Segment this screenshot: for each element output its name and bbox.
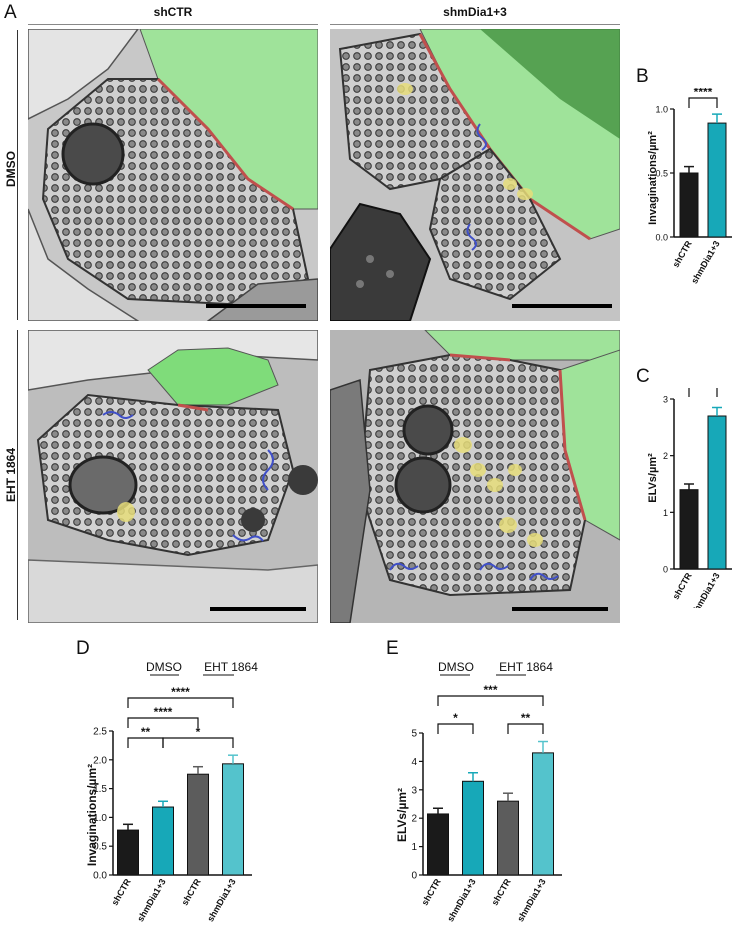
chart-e-category-label: shCTR bbox=[420, 877, 443, 908]
chart-c-ytick-label: 0 bbox=[663, 565, 668, 575]
chart-e-significance-bracket bbox=[507, 723, 544, 734]
chart-b-bar bbox=[707, 122, 727, 238]
row-label-eht: EHT 1864 bbox=[4, 447, 18, 503]
chart-d: DMSO EHT 1864 Invaginations/µm² 0.0 0.5 1.… bbox=[85, 660, 258, 923]
chart-e-bar bbox=[532, 752, 554, 876]
chart-b-ytick-label: 0.0 bbox=[655, 233, 668, 243]
em-image-dmso-shctr bbox=[28, 29, 318, 321]
chart-e-ytick-label: 0 bbox=[411, 871, 417, 882]
chart-c-bar bbox=[679, 489, 699, 570]
panel-letter-a: A bbox=[4, 2, 17, 23]
em-image-eht-shctr bbox=[28, 330, 318, 623]
chart-b-bar bbox=[679, 172, 699, 238]
chart-b-significance-label: **** bbox=[694, 88, 713, 99]
chart-c-significance-bracket bbox=[688, 388, 718, 397]
chart-b-category-label: shCTR bbox=[671, 239, 694, 270]
column-header-shctr: shCTR bbox=[153, 5, 193, 19]
chart-d-category-label: shmDia1+3 bbox=[135, 877, 168, 923]
chart-d-significance-bracket bbox=[127, 697, 234, 708]
chart-d-category-label: shmDia1+3 bbox=[205, 877, 238, 923]
chart-e-significance-label: *** bbox=[483, 683, 497, 697]
chart-d-bar bbox=[187, 773, 209, 876]
chart-e-group-label-eht: EHT 1864 bbox=[499, 660, 553, 674]
chart-d-significance-label: * bbox=[196, 725, 201, 739]
panel-letter-d: D bbox=[76, 638, 90, 659]
chart-b-ytick-label: 1.0 bbox=[655, 105, 668, 115]
chart-e-significance-bracket bbox=[437, 695, 544, 706]
chart-c-ytick-label: 3 bbox=[663, 395, 668, 405]
chart-e-significance-bracket bbox=[437, 723, 474, 734]
chart-d-ytick-label: 0.0 bbox=[93, 871, 107, 882]
chart-e-category-label: shmDia1+3 bbox=[515, 877, 548, 923]
chart-d-bar bbox=[117, 829, 139, 876]
column-rule-shctr bbox=[28, 24, 318, 25]
chart-e-ytick-label: 5 bbox=[411, 729, 417, 740]
chart-d-significance-bracket bbox=[162, 737, 234, 748]
row-label-dmso: DMSO bbox=[4, 151, 18, 187]
chart-d-ytick-label: 0.5 bbox=[93, 842, 107, 853]
panel-letter-b: B bbox=[636, 66, 649, 87]
chart-d-ytick-label: 1.0 bbox=[93, 813, 107, 824]
em-image-dmso-shmdia bbox=[330, 29, 620, 321]
chart-c-category-label: shmDia1+3 bbox=[689, 571, 722, 608]
chart-d-ytick-label: 2.5 bbox=[93, 727, 107, 738]
chart-c-ytick-label: 2 bbox=[663, 451, 668, 461]
column-rule-shmdia bbox=[330, 24, 620, 25]
chart-c-category-label: shCTR bbox=[671, 571, 694, 602]
chart-d-bar bbox=[222, 763, 244, 876]
chart-d-ytick-label: 2.0 bbox=[93, 755, 107, 766]
row-rule-dmso bbox=[17, 30, 18, 320]
chart-d-bar bbox=[152, 806, 174, 876]
chart-d-significance-label: **** bbox=[154, 705, 173, 719]
chart-b-significance-bracket bbox=[688, 97, 718, 108]
chart-e-significance-label: * bbox=[453, 711, 458, 725]
row-rule-eht bbox=[17, 330, 18, 620]
chart-b: Invaginations/µm² 0.0 0.5 1.0 shCTRshmDia1+… bbox=[647, 88, 732, 285]
chart-e-bar bbox=[462, 780, 484, 876]
chart-e-significance-label: ** bbox=[521, 711, 531, 725]
chart-b-ytick-label: 0.5 bbox=[655, 169, 668, 179]
chart-d-category-label: shCTR bbox=[110, 877, 133, 908]
column-header-shmdia: shmDia1+3 bbox=[443, 5, 507, 19]
chart-b-category-label: shmDia1+3 bbox=[689, 239, 722, 285]
chart-d-group-label-eht: EHT 1864 bbox=[204, 660, 258, 674]
chart-c-ytick-label: 1 bbox=[663, 508, 668, 518]
panel-letter-e: E bbox=[386, 638, 399, 659]
chart-d-ytick-label: 1.5 bbox=[93, 784, 107, 795]
chart-d-significance-label: ** bbox=[141, 725, 151, 739]
chart-e-group-label-dmso: DMSO bbox=[438, 660, 474, 674]
chart-e-bar bbox=[497, 800, 519, 876]
chart-e-ytick-label: 3 bbox=[411, 785, 417, 796]
chart-d-significance-bracket bbox=[127, 717, 199, 728]
chart-d-group-label-dmso: DMSO bbox=[146, 660, 182, 674]
em-image-eht-shmdia bbox=[330, 330, 620, 623]
chart-d-ylabel: Invaginations/µm² bbox=[85, 764, 99, 866]
chart-b-ylabel: Invaginations/µm² bbox=[647, 131, 659, 225]
chart-d-significance-label: **** bbox=[171, 685, 190, 699]
chart-d-category-label: shCTR bbox=[180, 877, 203, 908]
chart-d-significance-bracket bbox=[127, 737, 164, 748]
chart-e-category-label: shmDia1+3 bbox=[445, 877, 478, 923]
chart-c-bar bbox=[707, 415, 727, 570]
chart-e-ylabel: ELVs/µm² bbox=[395, 788, 409, 842]
chart-e-bar bbox=[427, 813, 449, 876]
chart-c-ylabel: ELVs/µm² bbox=[647, 453, 659, 503]
chart-e-category-label: shCTR bbox=[490, 877, 513, 908]
chart-e-ytick-label: 4 bbox=[411, 757, 417, 768]
chart-e-ytick-label: 1 bbox=[411, 842, 417, 853]
panel-letter-c: C bbox=[636, 366, 650, 387]
chart-e-ytick-label: 2 bbox=[411, 814, 417, 825]
